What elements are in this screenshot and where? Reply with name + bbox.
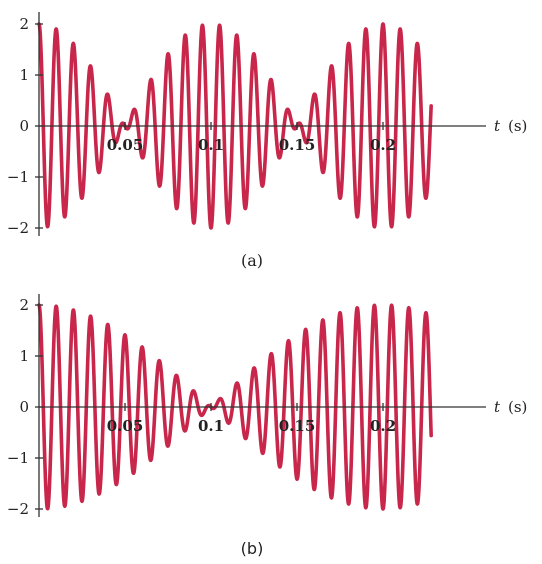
x-axis-unit: (s) [508, 117, 527, 135]
x-tick-label: 0.1 [198, 136, 224, 154]
x-axis-variable: t [494, 117, 501, 135]
panel-b: 2 1 0 −1 −2 0.05 0.1 0.15 0.2 t (s) (b) [7, 294, 527, 558]
y-tick-label: −2 [7, 219, 29, 237]
x-tick-label: 0.15 [279, 136, 316, 154]
y-tick-label: 0 [19, 398, 29, 416]
x-tick-label: 0.05 [107, 136, 144, 154]
y-tick-label: 0 [19, 117, 29, 135]
y-tick-label: 2 [19, 15, 29, 33]
y-tick-label: 2 [19, 296, 29, 314]
panel-label: (b) [241, 539, 264, 558]
x-tick-label: 0.2 [370, 417, 396, 435]
x-tick-label: 0.2 [370, 136, 396, 154]
waveform-series [37, 22, 433, 230]
y-tick-label: −2 [7, 500, 29, 518]
y-tick-label: −1 [7, 449, 29, 467]
x-tick-label: 0.05 [107, 417, 144, 435]
x-axis-variable: t [494, 398, 501, 416]
x-axis-unit: (s) [508, 398, 527, 416]
y-tick-label: −1 [7, 168, 29, 186]
y-tick-label: 1 [19, 347, 29, 365]
panel-a: 2 1 0 −1 −2 0.05 0.1 0.15 0.2 t (s) (a) [7, 12, 527, 270]
y-tick-label: 1 [19, 66, 29, 84]
x-tick-label: 0.1 [198, 417, 224, 435]
x-tick-label: 0.15 [279, 417, 316, 435]
panel-label: (a) [241, 251, 263, 270]
waveform-series [37, 303, 433, 511]
